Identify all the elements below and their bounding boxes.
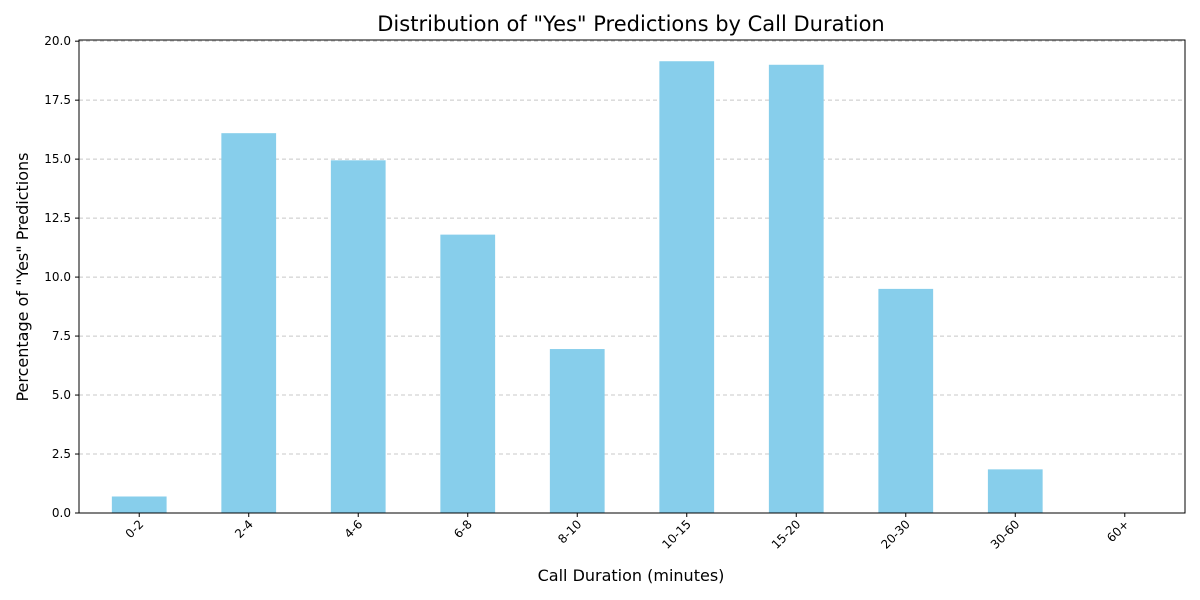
y-tick-label: 0.0 [52, 506, 71, 520]
bar-0-2 [111, 496, 167, 513]
x-tick-label: 0-2 [123, 517, 147, 541]
y-tick-label: 10.0 [44, 270, 71, 284]
x-tick-label: 20-30 [878, 517, 913, 552]
y-tick-label: 12.5 [44, 211, 71, 225]
plot-frame [78, 39, 1186, 514]
chart-title: Distribution of "Yes" Predictions by Cal… [377, 12, 884, 36]
y-tick-label: 5.0 [52, 388, 71, 402]
y-tick-label: 17.5 [44, 93, 71, 107]
bar-20-30 [878, 288, 934, 513]
x-axis: 0-2 2-4 4-6 6-8 8-10 10-15 15-20 20-30 30-60 60+ [123, 513, 1132, 552]
bar-6-8 [440, 234, 496, 514]
y-tick-label: 20.0 [44, 34, 71, 48]
y-tick-label: 7.5 [52, 329, 71, 343]
y-tick-label: 2.5 [52, 447, 71, 461]
bar-2-4 [221, 133, 277, 513]
x-tick-label: 6-8 [451, 517, 475, 541]
y-axis: 0.0 2.5 5.0 7.5 10.0 12.5 15.0 17.5 20.0 [44, 34, 79, 520]
x-tick-label: 60+ [1104, 517, 1132, 545]
bar-8-10 [549, 349, 605, 513]
bar-10-15 [659, 61, 715, 513]
bar-15-20 [768, 64, 824, 514]
x-tick-label: 4-6 [342, 517, 366, 541]
bar-30-60 [987, 469, 1043, 513]
x-tick-label: 30-60 [988, 517, 1023, 552]
x-axis-title: Call Duration (minutes) [538, 566, 725, 585]
x-tick-label: 10-15 [659, 517, 694, 552]
x-tick-label: 2-4 [232, 517, 256, 541]
x-tick-label: 15-20 [769, 517, 804, 552]
y-tick-label: 15.0 [44, 152, 71, 166]
bar-4-6 [330, 160, 386, 513]
bars [111, 61, 1043, 514]
y-axis-title: Percentage of "Yes" Predictions [13, 152, 32, 401]
x-tick-label: 8-10 [555, 517, 584, 546]
